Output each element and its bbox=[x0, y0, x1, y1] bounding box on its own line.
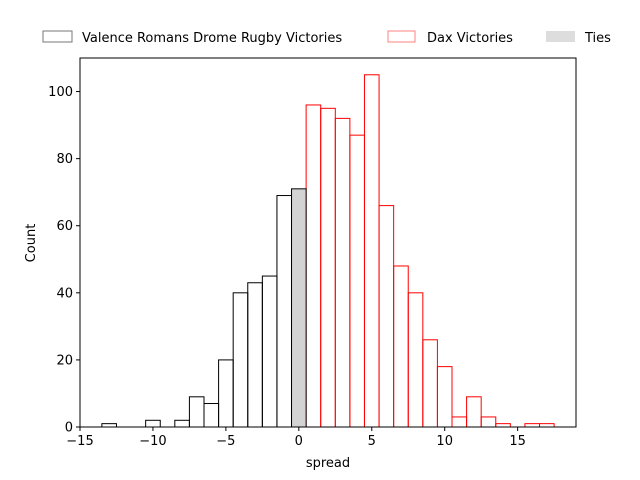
y-tick-label: 0 bbox=[65, 421, 73, 436]
legend-swatch-ties bbox=[546, 31, 575, 42]
plot-frame bbox=[79, 57, 577, 428]
x-axis-label: spread bbox=[306, 456, 350, 471]
y-tick-label: 20 bbox=[56, 353, 73, 368]
y-tick-label: 100 bbox=[48, 85, 73, 100]
y-tick-label: 60 bbox=[56, 219, 73, 234]
legend-label-ties: Ties bbox=[584, 31, 611, 46]
legend-label-valence: Valence Romans Drome Rugby Victories bbox=[82, 31, 342, 46]
y-tick-label: 40 bbox=[56, 286, 73, 301]
x-tick-label: −15 bbox=[66, 434, 93, 449]
legend-swatch-dax bbox=[387, 30, 416, 43]
y-axis-label: Count bbox=[24, 224, 39, 263]
y-tick-label: 80 bbox=[56, 152, 73, 167]
x-tick-label: 15 bbox=[509, 434, 526, 449]
bars-layer bbox=[101, 74, 555, 428]
y-axis: 0 20 40 60 80 100 bbox=[48, 85, 80, 436]
legend: Valence Romans Drome Rugby Victories Dax… bbox=[42, 30, 611, 46]
x-tick-label: 5 bbox=[368, 434, 376, 449]
x-tick-label: −10 bbox=[139, 434, 166, 449]
histogram-bar bbox=[291, 188, 307, 428]
legend-label-dax: Dax Victories bbox=[427, 31, 513, 46]
x-axis: −15 −10 −5 0 5 10 15 bbox=[66, 427, 526, 449]
x-tick-label: 10 bbox=[436, 434, 453, 449]
x-tick-label: 0 bbox=[295, 434, 303, 449]
legend-swatch-valence bbox=[42, 30, 73, 43]
x-tick-label: −5 bbox=[216, 434, 235, 449]
